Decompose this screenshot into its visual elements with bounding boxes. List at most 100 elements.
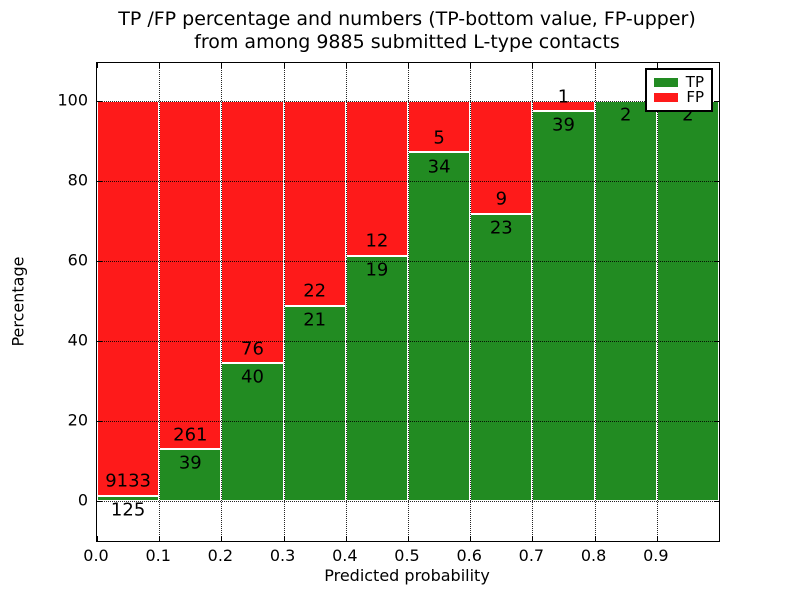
x-tick-label: 0.6	[456, 546, 482, 565]
bar-count-fp: 5	[433, 127, 445, 149]
chart-title: TP /FP percentage and numbers (TP-bottom…	[96, 8, 718, 54]
y-tick-mark	[97, 501, 102, 502]
x-tick-mark	[656, 536, 658, 541]
bar-segment-tp	[345, 255, 408, 501]
fp-swatch-icon	[654, 93, 679, 102]
x-tick-mark	[408, 63, 409, 68]
x-tick-mark	[159, 536, 161, 541]
x-tick-mark	[283, 63, 285, 68]
bar-count-tp: 40	[241, 366, 264, 388]
bar-count-tp: 39	[178, 452, 202, 474]
bar-segment-fp	[159, 101, 222, 449]
y-tick-label: 100	[57, 90, 88, 110]
y-tick-mark	[714, 421, 719, 422]
x-tick-label: 0.2	[207, 546, 234, 565]
x-tick-mark	[97, 536, 98, 541]
y-tick-mark	[714, 341, 719, 342]
bar-segment-tp	[159, 449, 222, 501]
y-axis-label: Percentage	[8, 256, 28, 347]
bar-segment-fp	[408, 101, 471, 153]
bar-segment-tp	[594, 101, 657, 501]
bar-count-fp: 9133	[105, 470, 151, 492]
bar-count-fp: 1	[557, 86, 570, 108]
bar-segment-tp	[408, 152, 471, 501]
bar-segment-tp	[656, 101, 719, 501]
bar-count-tp: 2	[619, 104, 632, 126]
bar-segment-fp	[97, 101, 160, 496]
x-tick-mark	[470, 536, 472, 541]
bar-segment-tp	[283, 305, 346, 501]
gridline-x	[345, 63, 347, 541]
bar-count-tp: 34	[427, 156, 451, 178]
plot-area: 125 9133 39 261 40 76 21 22 19 12 34 5 23 9 39 1 2 2	[96, 62, 720, 542]
gridline-x	[594, 63, 596, 541]
bar-count-fp: 22	[303, 280, 327, 302]
x-tick-mark	[221, 536, 223, 541]
y-tick-label: 40	[67, 330, 88, 350]
gridline-x	[159, 63, 161, 541]
legend-entry-fp: FP	[654, 90, 704, 105]
x-tick-mark	[594, 63, 596, 68]
tp-swatch-icon	[654, 78, 678, 87]
bar-segment-tp	[97, 495, 160, 501]
x-tick-label: 0.4	[332, 546, 358, 565]
bar-count-tp: 39	[552, 114, 575, 136]
gridline-x	[656, 63, 658, 541]
bar-count-tp: 21	[303, 309, 327, 331]
x-tick-label: 0.9	[643, 546, 669, 565]
gridline-x	[532, 63, 534, 541]
legend-entry-tp: TP	[654, 75, 704, 90]
x-tick-label: 0.3	[269, 546, 296, 565]
x-tick-mark	[159, 63, 161, 68]
y-tick-mark	[97, 101, 102, 102]
bar-segment-tp	[470, 213, 533, 501]
gridline-x	[283, 63, 285, 541]
x-tick-mark	[594, 536, 596, 541]
bar-segment-tp	[532, 111, 595, 501]
bar-count-fp: 12	[365, 230, 389, 252]
x-tick-mark	[97, 63, 98, 68]
bar-count-tp: 125	[110, 499, 146, 521]
y-tick-mark	[97, 421, 102, 422]
x-tick-mark	[532, 63, 534, 68]
x-tick-mark	[345, 63, 347, 68]
x-tick-mark	[532, 536, 534, 541]
x-axis-label: Predicted probability	[324, 566, 490, 585]
x-tick-mark	[221, 63, 223, 68]
x-tick-label: 0.1	[145, 546, 171, 565]
x-tick-mark	[345, 536, 347, 541]
x-tick-label: 0.5	[394, 546, 420, 565]
bar-count-fp: 76	[241, 338, 264, 360]
bar-count-fp: 261	[173, 424, 208, 446]
y-tick-label: 0	[77, 490, 88, 510]
x-tick-label: 0.8	[580, 546, 607, 565]
x-tick-mark	[470, 63, 472, 68]
x-tick-mark	[656, 63, 658, 68]
bar-segment-fp	[221, 101, 284, 364]
x-tick-label: 0.7	[518, 546, 545, 565]
y-tick-mark	[97, 261, 102, 262]
y-tick-label: 80	[67, 170, 88, 190]
y-tick-mark	[714, 101, 719, 102]
gridline-x	[408, 63, 409, 541]
bar-count-fp: 9	[495, 188, 508, 210]
y-tick-mark	[97, 341, 102, 342]
chart-title-line1: TP /FP percentage and numbers (TP-bottom…	[118, 8, 696, 30]
y-tick-label: 60	[67, 250, 88, 270]
bar-segment-fp	[283, 101, 346, 306]
bar-count-tp: 19	[365, 259, 389, 281]
gridline-x	[221, 63, 223, 541]
y-tick-mark	[714, 501, 719, 502]
x-tick-label: 0.0	[83, 546, 109, 565]
x-tick-mark	[283, 536, 285, 541]
legend-label-tp: TP	[685, 73, 704, 91]
legend-label-fp: FP	[686, 88, 704, 106]
y-tick-mark	[714, 181, 719, 182]
y-tick-label: 20	[67, 410, 88, 430]
x-tick-mark	[408, 536, 409, 541]
legend: TP FP	[645, 68, 713, 112]
y-tick-mark	[714, 261, 719, 262]
bar-count-tp: 23	[489, 217, 513, 239]
y-tick-mark	[97, 181, 102, 182]
